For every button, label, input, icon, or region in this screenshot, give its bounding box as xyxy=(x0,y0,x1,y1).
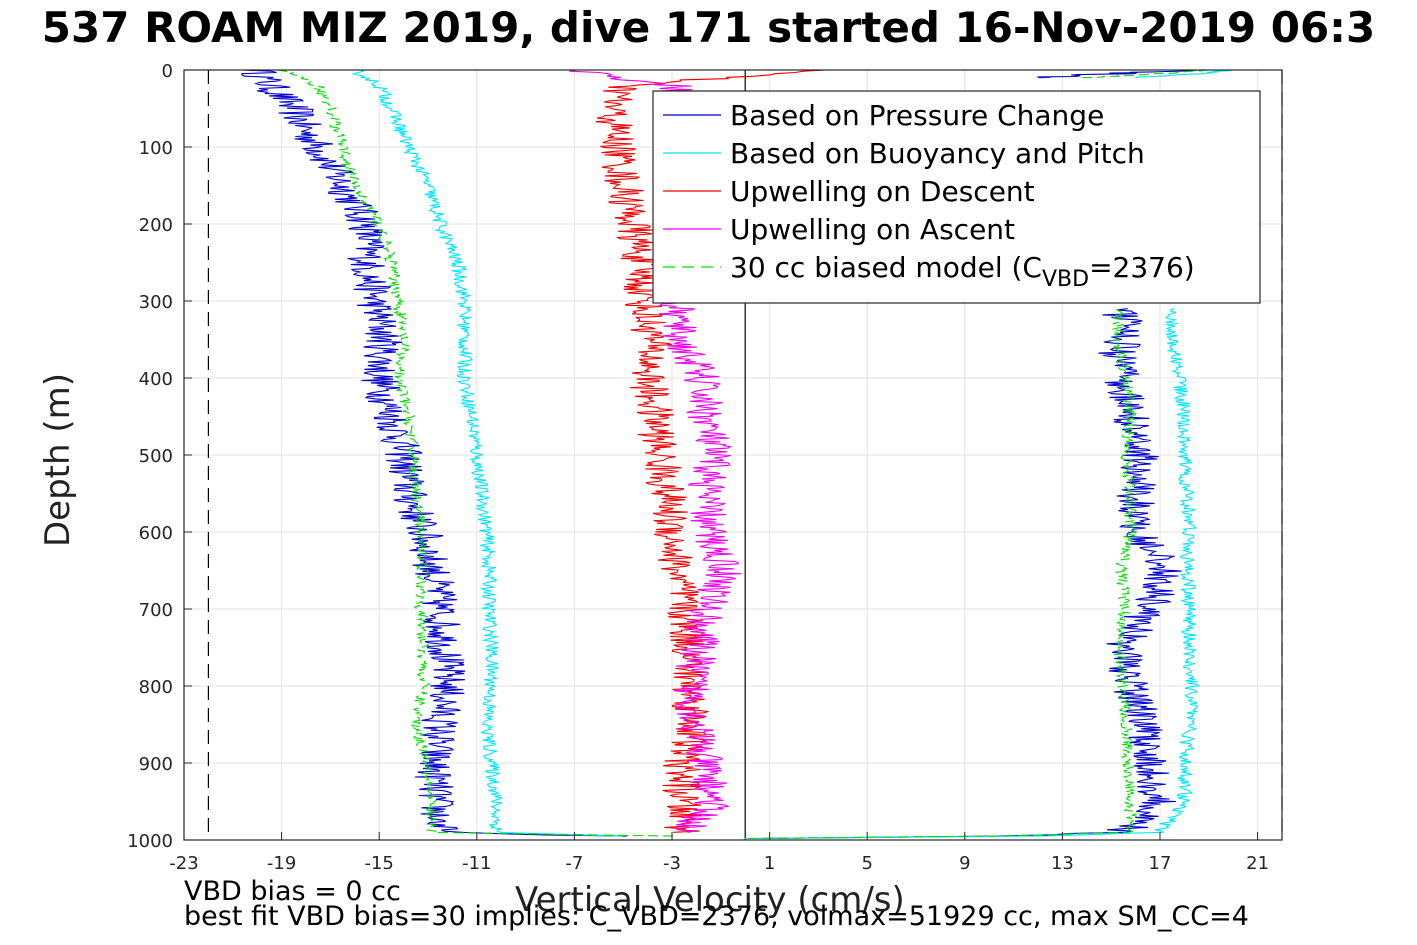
y-axis-label: Depth (m) xyxy=(38,372,78,548)
x-tick-label: -11 xyxy=(462,853,491,874)
y-tick-label: 0 xyxy=(162,61,173,82)
series-line-1-2 xyxy=(1135,70,1231,79)
series-line-1-1 xyxy=(744,308,1200,840)
y-tick-label: 600 xyxy=(139,523,173,544)
y-tick-label: 700 xyxy=(139,600,173,621)
x-tick-label: -3 xyxy=(663,853,681,874)
series-line-0-1 xyxy=(754,308,1182,840)
legend-label: Upwelling on Ascent xyxy=(730,213,1015,246)
legend-label: Upwelling on Descent xyxy=(730,175,1035,208)
legend-box xyxy=(652,90,1261,304)
x-tick-label: -7 xyxy=(565,853,583,874)
y-tick-label: 800 xyxy=(139,677,173,698)
legend-label: Based on Buoyancy and Pitch xyxy=(730,137,1145,170)
x-tick-label: 17 xyxy=(1149,853,1172,874)
x-tick-label: 9 xyxy=(959,853,970,874)
y-tick-labels: 0 100 200 300 400 500 600 700 800 900 1000 xyxy=(127,61,192,852)
y-tick-label: 200 xyxy=(139,215,173,236)
x-tick-labels: -23 -19 -15 -11 -7 -3 1 5 9 13 17 21 xyxy=(169,832,1269,874)
y-tick-label: 400 xyxy=(139,369,173,390)
series-line-0-0 xyxy=(241,70,627,837)
legend: Based on Pressure Change Based on Buoyanc… xyxy=(652,90,1261,304)
legend-label: Based on Pressure Change xyxy=(730,99,1104,132)
series-line-4-1 xyxy=(748,308,1139,840)
y-tick-label: 1000 xyxy=(127,831,173,852)
x-tick-label: 1 xyxy=(764,853,775,874)
fit-note: best fit VBD bias=30 implies: C_VBD=2376… xyxy=(184,901,1249,932)
y-tick-label: 500 xyxy=(139,446,173,467)
x-tick-label: -23 xyxy=(169,853,198,874)
x-axis-label: Vertical Velocity (cm/s) xyxy=(515,880,905,920)
x-tick-label: -19 xyxy=(267,853,296,874)
x-tick-label: 13 xyxy=(1051,853,1074,874)
x-tick-label: -15 xyxy=(364,853,393,874)
y-tick-label: 100 xyxy=(139,138,173,159)
x-tick-label: 5 xyxy=(861,853,872,874)
series-line-0-2 xyxy=(1037,70,1199,79)
y-tick-label: 300 xyxy=(139,292,173,313)
series-lines xyxy=(241,70,1231,840)
series-line-2-0 xyxy=(595,70,827,833)
x-tick-label: 21 xyxy=(1246,853,1269,874)
series-line-4-2 xyxy=(1082,70,1210,79)
series-line-4-0 xyxy=(277,70,676,837)
chart-title: 537 ROAM MIZ 2019, dive 171 started 16-N… xyxy=(41,3,1376,52)
bias-note: VBD bias = 0 cc xyxy=(184,876,401,907)
series-line-1-0 xyxy=(351,70,623,837)
y-tick-label: 900 xyxy=(139,754,173,775)
